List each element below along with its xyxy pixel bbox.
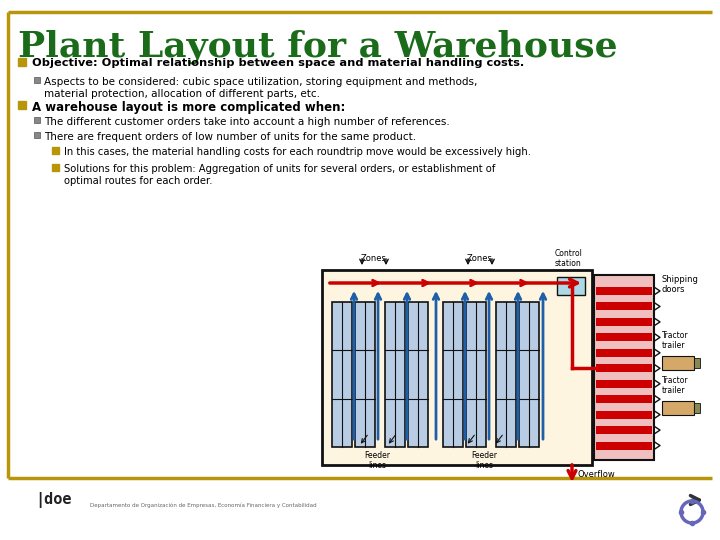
Bar xyxy=(596,364,652,372)
Text: Feeder
lines: Feeder lines xyxy=(471,451,497,470)
Bar xyxy=(557,277,585,295)
Bar xyxy=(519,302,539,447)
Bar xyxy=(496,302,516,447)
Bar xyxy=(443,302,463,447)
Bar xyxy=(18,58,26,66)
Bar xyxy=(18,101,26,109)
Bar xyxy=(466,302,486,447)
Bar xyxy=(694,403,700,413)
Bar xyxy=(596,287,652,295)
Bar xyxy=(694,358,700,368)
Text: In this cases, the material handling costs for each roundtrip move would be exce: In this cases, the material handling cos… xyxy=(64,147,531,157)
Text: There are frequent orders of low number of units for the same product.: There are frequent orders of low number … xyxy=(44,132,416,142)
Bar xyxy=(596,302,652,310)
Text: |doe: |doe xyxy=(35,492,71,508)
Bar xyxy=(662,356,694,370)
Bar xyxy=(52,147,59,154)
Bar xyxy=(34,132,40,138)
Bar xyxy=(52,164,59,171)
Text: Plant Layout for a Warehouse: Plant Layout for a Warehouse xyxy=(18,30,618,64)
Text: Departamento de Organización de Empresas, Economía Financiera y Contabilidad: Departamento de Organización de Empresas… xyxy=(90,502,317,508)
Text: Zones: Zones xyxy=(361,254,387,263)
Text: Overflow: Overflow xyxy=(577,470,615,479)
Text: Shipping
doors: Shipping doors xyxy=(662,275,699,294)
Bar xyxy=(596,395,652,403)
Bar xyxy=(34,117,40,123)
Bar xyxy=(662,401,694,415)
Text: The different customer orders take into account a high number of references.: The different customer orders take into … xyxy=(44,117,450,127)
Bar xyxy=(594,275,654,460)
Bar xyxy=(596,442,652,449)
Text: Tractor
trailer: Tractor trailer xyxy=(662,376,688,395)
Bar xyxy=(355,302,375,447)
Bar xyxy=(596,349,652,357)
Bar xyxy=(596,410,652,418)
Bar xyxy=(34,77,40,83)
Text: Feeder
lines: Feeder lines xyxy=(364,451,390,470)
Text: Aspects to be considered: cubic space utilization, storing equipment and methods: Aspects to be considered: cubic space ut… xyxy=(44,77,477,99)
Text: Solutions for this problem: Aggregation of units for several orders, or establis: Solutions for this problem: Aggregation … xyxy=(64,164,495,186)
Bar xyxy=(596,380,652,388)
Text: Control
station: Control station xyxy=(555,248,583,268)
Bar xyxy=(322,270,592,465)
Bar xyxy=(385,302,405,447)
Bar xyxy=(596,318,652,326)
Bar xyxy=(596,426,652,434)
Text: A warehouse layout is more complicated when:: A warehouse layout is more complicated w… xyxy=(32,101,346,114)
Text: Objective: Optimal relationship between space and material handling costs.: Objective: Optimal relationship between … xyxy=(32,58,524,68)
Text: Zones: Zones xyxy=(467,254,493,263)
Bar xyxy=(332,302,352,447)
Bar xyxy=(596,333,652,341)
Text: Tractor
trailer: Tractor trailer xyxy=(662,330,688,350)
Bar xyxy=(408,302,428,447)
